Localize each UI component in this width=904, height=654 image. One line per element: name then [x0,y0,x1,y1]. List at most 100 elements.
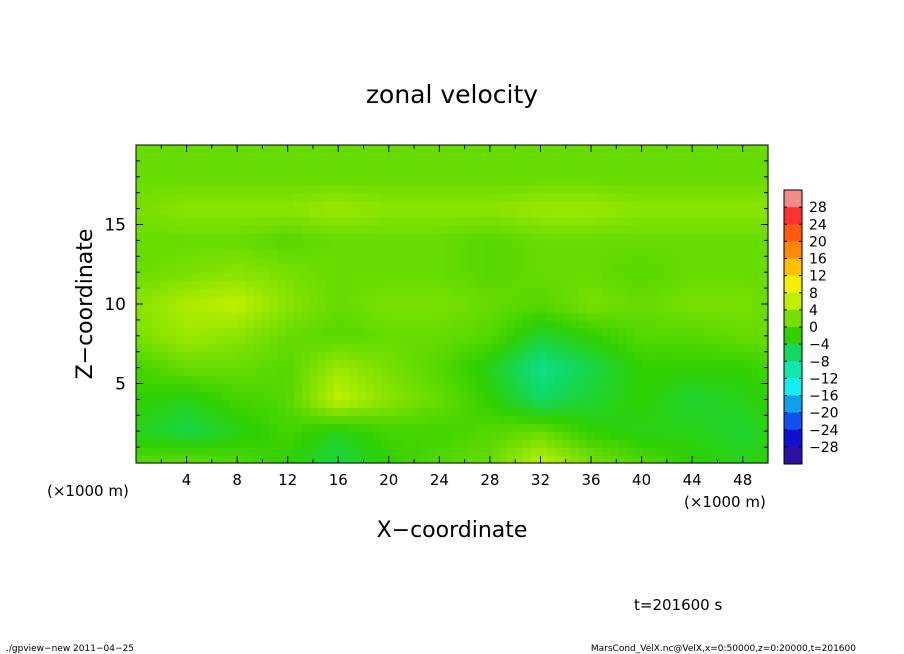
heatmap-cell [246,343,256,353]
heatmap-cell [475,280,485,289]
heatmap-cell [412,311,421,321]
heatmap-cell [199,327,208,337]
heatmap-cell [459,160,469,170]
heatmap-cell [649,280,658,289]
heatmap-cell [689,264,698,273]
heatmap-cell [712,296,722,305]
heatmap-cell [380,232,390,241]
heatmap-cell [641,208,651,218]
heatmap-cell [270,208,279,218]
heatmap-cell [412,359,421,369]
heatmap-cell [467,359,477,369]
heatmap-cell [594,160,603,170]
heatmap-cell [444,160,453,170]
heatmap-cell [633,272,643,281]
heatmap-cell [167,272,177,281]
heatmap-cell [167,359,177,369]
heatmap-cell [254,423,263,432]
heatmap-cell [515,399,524,408]
heatmap-cell [736,296,745,305]
heatmap-cell [428,160,437,170]
heatmap-cell [649,192,658,202]
heatmap-cell [736,367,745,377]
heatmap-cell [167,415,177,424]
heatmap-cell [673,256,682,265]
heatmap-cell [475,359,485,369]
heatmap-cell [467,455,477,464]
heatmap-cell [459,184,469,194]
heatmap-cell [578,248,587,257]
heatmap-cell [365,311,374,321]
heatmap-cell [246,319,256,329]
heatmap-cell [475,272,485,281]
heatmap-cell [167,327,177,337]
heatmap-cell [586,304,595,313]
heatmap-cell [570,168,579,178]
heatmap-cell [499,168,508,178]
heatmap-cell [459,359,469,369]
heatmap-cell [712,327,722,337]
heatmap-cell [373,319,382,329]
heatmap-cell [341,431,350,440]
heatmap-cell [594,311,603,321]
heatmap-cell [230,351,240,361]
heatmap-cell [649,423,658,432]
heatmap-cell [175,280,184,289]
heatmap-cell [728,311,737,321]
heatmap-cell [349,391,358,400]
heatmap-cell [704,176,714,186]
heatmap-cell [546,224,556,234]
heatmap-cell [665,200,674,210]
heatmap-cell [357,272,366,281]
heatmap-cell [270,335,279,345]
heatmap-cell [151,145,161,154]
heatmap-cell [712,367,722,377]
heatmap-cell [689,176,698,186]
heatmap-cell [467,288,477,297]
heatmap-cell [728,224,737,234]
heatmap-cell [412,296,421,305]
heatmap-cell [286,256,295,265]
heatmap-cell [349,280,358,289]
heatmap-cell [641,288,651,297]
heatmap-cell [294,447,303,456]
heatmap-cell [388,168,398,178]
heatmap-cell [602,216,611,226]
heatmap-cell [696,192,706,202]
heatmap-cell [301,145,311,154]
heatmap-cell [625,248,635,257]
heatmap-cell [586,200,595,210]
heatmap-cell [199,359,208,369]
heatmap-cell [649,200,658,210]
heatmap-cell [183,383,192,393]
heatmap-cell [602,447,611,456]
heatmap-cell [436,248,445,257]
heatmap-cell [428,311,437,321]
heatmap-cell [183,184,192,194]
heatmap-cell [175,319,184,329]
heatmap-cell [262,375,271,385]
heatmap-cell [704,455,714,464]
heatmap-cell [507,311,516,321]
heatmap-cell [428,280,437,289]
heatmap-cell [317,256,327,265]
heatmap-cell [159,304,169,313]
heatmap-cell [625,224,635,234]
heatmap-cell [633,304,643,313]
heatmap-cell [136,399,145,408]
heatmap-cell [412,423,421,432]
heatmap-cell [349,343,358,353]
heatmap-cell [523,145,532,154]
heatmap-cell [373,208,382,218]
heatmap-cell [183,272,192,281]
heatmap-cell [728,288,737,297]
heatmap-cell [325,216,335,226]
heatmap-cell [689,272,698,281]
heatmap-cell [373,184,382,194]
heatmap-cell [349,176,358,186]
heatmap-cell [286,168,295,178]
heatmap-cell [523,335,532,345]
heatmap-cell [286,327,295,337]
heatmap-cell [704,304,714,313]
heatmap-cell [499,304,508,313]
